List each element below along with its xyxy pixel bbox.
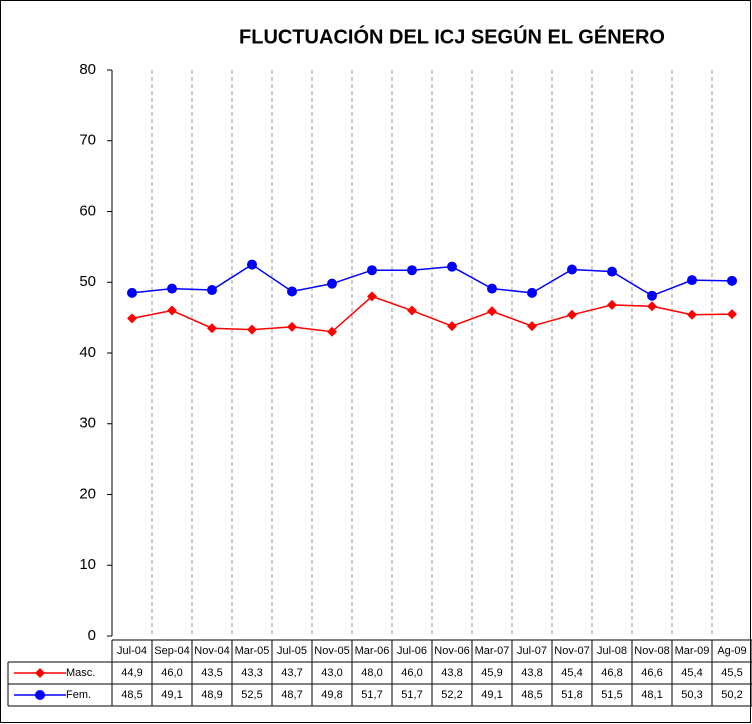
y-tick-label: 30 — [79, 415, 96, 432]
marker — [527, 287, 537, 298]
marker — [527, 321, 537, 332]
marker — [207, 285, 217, 296]
marker — [287, 321, 297, 332]
marker — [647, 301, 657, 312]
table-value: 48,7 — [281, 689, 302, 701]
marker — [567, 309, 577, 320]
table-value: 48,9 — [201, 689, 222, 701]
x-tick-label: Nov-07 — [554, 645, 589, 657]
y-tick-label: 10 — [79, 556, 96, 573]
x-tick-label: Jul-06 — [397, 645, 427, 657]
marker — [287, 286, 297, 297]
x-tick-label: Mar-05 — [235, 645, 270, 657]
y-tick-label: 80 — [79, 61, 96, 78]
table-value: 46,0 — [401, 667, 422, 679]
marker — [127, 287, 137, 298]
table-value: 51,5 — [601, 689, 622, 701]
marker — [167, 305, 177, 316]
x-tick-label: Mar-09 — [675, 645, 710, 657]
marker — [487, 306, 497, 317]
marker — [607, 299, 617, 310]
marker — [327, 326, 337, 337]
marker — [247, 324, 257, 335]
table-value: 48,5 — [121, 689, 142, 701]
marker — [247, 259, 257, 270]
table-value: 43,8 — [441, 667, 462, 679]
table-value: 43,0 — [321, 667, 342, 679]
table-value: 50,3 — [681, 689, 702, 701]
table-value: 51,7 — [401, 689, 422, 701]
x-tick-label: Sep-04 — [154, 645, 189, 657]
marker — [327, 278, 337, 289]
marker — [367, 265, 377, 276]
x-tick-label: Jul-07 — [517, 645, 547, 657]
marker — [367, 291, 377, 302]
marker — [687, 275, 697, 286]
table-value: 49,1 — [161, 689, 182, 701]
marker — [407, 305, 417, 316]
table-value: 48,5 — [521, 689, 542, 701]
table-value: 45,9 — [481, 667, 502, 679]
x-tick-label: Mar-06 — [355, 645, 390, 657]
x-tick-label: Jul-05 — [277, 645, 307, 657]
y-tick-label: 40 — [79, 344, 96, 361]
chart-title: FLUCTUACIÓN DEL ICJ SEGÚN EL GÉNERO — [239, 24, 665, 48]
table-value: 49,1 — [481, 689, 502, 701]
table-value: 43,3 — [241, 667, 262, 679]
x-tick-label: Jul-04 — [117, 645, 147, 657]
marker — [35, 668, 45, 678]
table-value: 51,7 — [361, 689, 382, 701]
marker — [35, 690, 45, 700]
marker — [727, 309, 737, 320]
marker — [727, 275, 737, 286]
x-tick-label: Nov-06 — [434, 645, 469, 657]
series-line — [131, 295, 733, 333]
y-tick-label: 60 — [79, 202, 96, 219]
table-value: 48,1 — [641, 689, 662, 701]
series-line — [131, 263, 733, 297]
marker — [207, 323, 217, 334]
table-value: 45,5 — [721, 667, 742, 679]
marker — [687, 309, 697, 320]
table-value: 49,8 — [321, 689, 342, 701]
x-tick-label: Mar-07 — [475, 645, 510, 657]
table-value: 48,0 — [361, 667, 382, 679]
table-value: 43,8 — [521, 667, 542, 679]
x-tick-label: Nov-05 — [314, 645, 349, 657]
marker — [567, 264, 577, 275]
marker — [487, 283, 497, 294]
marker — [407, 265, 417, 276]
x-tick-label: Jul-08 — [597, 645, 627, 657]
marker — [447, 321, 457, 332]
y-tick-label: 70 — [79, 132, 96, 149]
table-value: 46,0 — [161, 667, 182, 679]
table-value: 43,7 — [281, 667, 302, 679]
y-tick-label: 20 — [79, 485, 96, 502]
legend-label: Fem. — [66, 689, 91, 701]
table-value: 52,5 — [241, 689, 262, 701]
marker — [167, 283, 177, 294]
table-value: 45,4 — [561, 667, 582, 679]
x-tick-label: Ag-09 — [717, 645, 746, 657]
table-value: 43,5 — [201, 667, 222, 679]
marker — [647, 290, 657, 301]
marker — [607, 266, 617, 277]
table-value: 50,2 — [721, 689, 742, 701]
table-value: 52,2 — [441, 689, 462, 701]
x-tick-label: Nov-04 — [194, 645, 229, 657]
table-value: 51,8 — [561, 689, 582, 701]
marker — [447, 261, 457, 272]
y-tick-label: 0 — [88, 627, 96, 644]
marker — [127, 313, 137, 324]
table-value: 44,9 — [121, 667, 142, 679]
table-value: 45,4 — [681, 667, 702, 679]
table-value: 46,6 — [641, 667, 662, 679]
table-value: 46,8 — [601, 667, 622, 679]
y-tick-label: 50 — [79, 273, 96, 290]
legend-label: Masc. — [66, 667, 95, 679]
x-tick-label: Nov-08 — [634, 645, 669, 657]
